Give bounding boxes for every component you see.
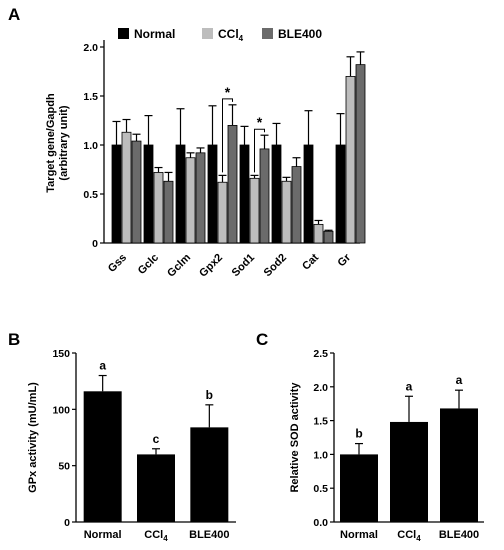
panel-c-y-tick-label: 2.5 (313, 348, 328, 360)
panel-a-bar (163, 180, 174, 244)
panel-a-bar (111, 144, 122, 244)
panel-a-category-label: Gclm (165, 251, 193, 279)
panel-b-sig-letter: c (153, 432, 160, 446)
panel-a-bar (335, 144, 346, 244)
legend-label-1: CCl4 (218, 27, 244, 43)
panel-a-bar (323, 230, 334, 244)
panel-b-y-tick-label: 150 (52, 348, 70, 360)
panel-a-bar (121, 131, 132, 244)
panel-a-sig-star: * (225, 84, 231, 100)
panel-a-category-label: Gpx2 (197, 252, 225, 280)
panel-a-category-label: Gclc (136, 252, 161, 277)
panel-c-bar (390, 421, 428, 522)
panel-c-bar (440, 408, 478, 522)
panel-a-category-label: Gr (336, 251, 354, 269)
panel-a-bar (259, 148, 270, 244)
panel-b-category-label: BLE400 (189, 529, 229, 541)
panel-a-bar (239, 144, 250, 244)
panel-a-sig-bracket (254, 128, 265, 173)
panel-a-y-tick-label: 1.5 (83, 91, 98, 103)
panel-b-bar (137, 454, 175, 522)
panel-b-sig-letter: a (99, 359, 106, 373)
panel-a-sig-star: * (257, 114, 263, 130)
panel-a-bar (355, 64, 366, 244)
panel-c-category-label: BLE400 (439, 529, 479, 541)
panel-c-y-tick-label: 1.0 (313, 449, 328, 461)
panel-a-bar (143, 144, 154, 244)
panel-b-category-label: CCl4 (144, 529, 168, 543)
panel-b-y-axis-title: GPx activity (mU/mL) (27, 382, 39, 493)
panel-b-category-label: Normal (84, 529, 122, 541)
panel-a-bar (345, 76, 356, 244)
panel-c-sig-letter: a (456, 373, 463, 387)
panel-a-category-label: Cat (300, 251, 321, 272)
panel-a-bar (249, 177, 260, 244)
panel-b-chart: 0 50 100 150 GPx activity (mU/mL) a Normal c CCl… (27, 348, 236, 543)
panel-a-bar (207, 144, 218, 244)
legend-swatch-1 (202, 28, 213, 39)
panel-c-y-tick-label: 0.5 (313, 483, 328, 495)
panel-b-y-tick-label: 50 (58, 461, 70, 473)
panel-a-bar (195, 152, 206, 244)
legend-swatch-2 (262, 28, 273, 39)
panel-c-y-tick-label: 1.5 (313, 416, 328, 428)
panel-a-bar (131, 140, 142, 244)
panel-b-sig-letter: b (206, 388, 213, 402)
panel-a-bar (217, 181, 228, 244)
panel-a-bar (303, 144, 314, 244)
panel-c-y-tick-label: 0.0 (313, 517, 328, 529)
panel-c-y-tick-label: 2.0 (313, 382, 328, 394)
legend-swatch-0 (118, 28, 129, 39)
panel-letter-a: A (8, 5, 20, 24)
panel-c-sig-letter: b (355, 427, 362, 441)
panel-a-bar (153, 172, 164, 244)
panel-a-y-tick-label: 2.0 (83, 42, 98, 54)
panel-a-sig-bracket (222, 98, 233, 173)
panel-c-sig-letter: a (406, 379, 413, 393)
panel-c-category-label: Normal (340, 529, 378, 541)
panel-a-bar (271, 144, 282, 244)
panel-b-y-tick-label: 0 (64, 517, 70, 529)
panel-a-category-label: Sod2 (262, 252, 290, 280)
panel-a-category-label: Sod1 (230, 252, 258, 280)
panel-a-bar (185, 157, 196, 244)
panel-letter-c: C (256, 330, 268, 349)
panel-b-y-tick-label: 100 (52, 404, 70, 416)
panel-a-bar (281, 180, 292, 244)
panel-c-bar (340, 454, 378, 522)
panel-a-bar (291, 166, 302, 244)
panel-a-bar (313, 223, 324, 244)
panel-a-bar (227, 125, 238, 244)
legend-label-0: Normal (134, 27, 175, 41)
panel-letter-b: B (8, 330, 20, 349)
panel-b-bar (83, 391, 122, 522)
panel-c-chart: 0.0 0.5 1.0 1.5 2.0 2.5 Relative SOD activity b… (289, 348, 484, 543)
panel-a-y-tick-label: 1.0 (83, 140, 98, 152)
panel-a-y-axis-title: Target gene/Gapdh (45, 93, 57, 193)
panel-a-y-tick-label: 0 (92, 238, 98, 250)
panel-c-category-label: CCl4 (397, 529, 421, 543)
panel-b-bar (190, 427, 229, 522)
panel-c-y-axis-title: Relative SOD activity (289, 382, 301, 493)
legend-label-2: BLE400 (278, 27, 322, 41)
panel-a-category-label: Gss (106, 252, 129, 275)
panel-a-chart: 0 0.5 1.0 1.5 2.0 Target gene/Gapdh (arbitrary… (45, 27, 366, 280)
panel-a-y-axis-title: (arbitrary unit) (58, 105, 70, 181)
panel-a-y-tick-label: 0.5 (83, 189, 98, 201)
panel-a-bar (175, 144, 186, 244)
